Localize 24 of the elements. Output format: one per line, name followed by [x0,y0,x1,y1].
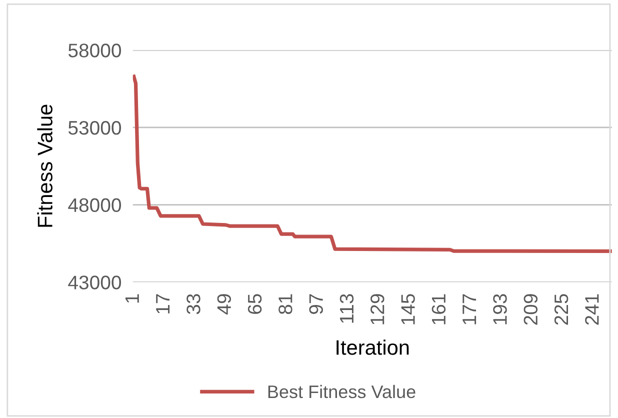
x-tick-label: 161 [432,294,446,324]
x-tick-label: 97 [309,294,323,314]
x-tick-label: 113 [340,294,354,323]
x-tick-label: 49 [217,294,232,314]
x-tick-label: 81 [278,294,292,314]
x-tick-label: 177 [462,294,476,324]
y-tick-label: 53000 [68,120,122,135]
x-tick-label: 129 [370,294,384,324]
x-tick-label: 1 [125,294,139,303]
y-tick-label: 58000 [68,44,122,58]
x-tick-label: 65 [248,294,262,314]
x-tick-label: 241 [585,294,599,325]
legend-label: Best Fitness Value [268,384,416,398]
x-tick-label: 33 [186,294,200,314]
x-tick-label: 209 [524,294,538,325]
x-tick-label: 17 [156,294,170,314]
line-series [132,74,612,254]
y-tick-label: 43000 [68,276,122,290]
x-tick-label: 145 [401,294,415,324]
x-axis-title: Iteration [336,340,409,355]
y-axis-title: Fitness Value [37,104,52,227]
x-tick-label: 225 [554,294,568,325]
x-tick-label: 193 [493,294,507,324]
y-tick-label: 48000 [68,198,122,212]
